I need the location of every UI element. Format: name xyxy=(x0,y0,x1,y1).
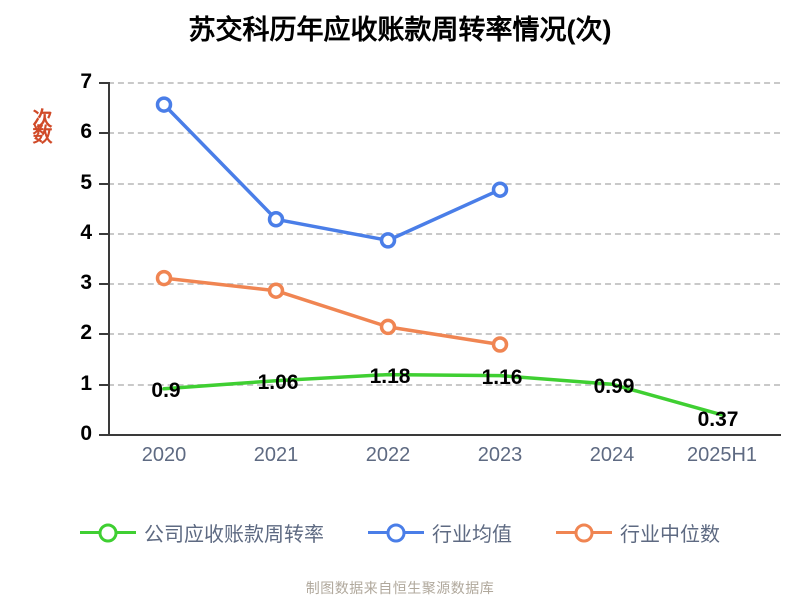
chart-footnote: 制图数据来自恒生聚源数据库 xyxy=(305,580,495,596)
x-tick-label-2025h1: 2025H1 xyxy=(686,444,758,466)
y-tick-mark xyxy=(99,132,108,135)
data-label-2024: 0.99 xyxy=(593,375,635,398)
legend-swatch-icon xyxy=(368,523,424,542)
chart-title: 苏交科历年应收账款周转率情况(次) xyxy=(188,15,612,45)
line-industry-average xyxy=(162,102,502,243)
x-tick-label-2024: 2024 xyxy=(589,444,635,466)
x-tick-label-2021: 2021 xyxy=(253,444,299,466)
legend-label: 行业均值 xyxy=(432,524,512,546)
y-axis-tick-labels: 7 6 5 4 3 2 1 0 xyxy=(30,0,92,600)
y-tick-mark xyxy=(99,182,108,185)
y-axis-line xyxy=(108,82,110,435)
x-axis-line xyxy=(108,434,781,436)
legend-marker-icon xyxy=(98,523,118,542)
legend-item-industry-average[interactable]: 行业均值 xyxy=(368,518,512,547)
y-tick-mark xyxy=(99,232,108,235)
data-point xyxy=(267,211,285,228)
legend-label: 行业中位数 xyxy=(620,524,720,546)
gridline xyxy=(108,232,780,235)
data-point xyxy=(155,269,173,287)
data-label-2025h1: 0.37 xyxy=(697,408,739,431)
data-point xyxy=(379,318,397,336)
y-tick-label: 5 xyxy=(80,170,92,194)
data-label-2020: 0.9 xyxy=(151,379,181,402)
gridline xyxy=(108,82,780,84)
y-tick-mark xyxy=(99,82,108,84)
data-point xyxy=(379,232,397,249)
y-tick-label: 0 xyxy=(80,422,92,445)
gridline xyxy=(108,383,780,386)
data-point xyxy=(491,336,509,353)
line-company-turnover xyxy=(162,372,726,418)
y-axis-title: 次数 xyxy=(29,108,51,140)
y-tick-label: 7 xyxy=(80,70,92,93)
line-industry-median xyxy=(162,276,502,347)
gridline xyxy=(108,132,780,135)
y-tick-mark xyxy=(99,333,108,336)
x-tick-label-2022: 2022 xyxy=(365,444,411,466)
gridline xyxy=(108,283,780,286)
series-lines xyxy=(155,96,726,418)
y-tick-mark xyxy=(99,434,108,436)
x-tick-label-2020: 2020 xyxy=(141,444,187,466)
data-label-2022: 1.18 xyxy=(369,365,411,388)
data-label-2023: 1.16 xyxy=(481,366,523,389)
y-tick-label: 3 xyxy=(80,271,92,295)
legend-marker-icon xyxy=(386,523,406,542)
data-point xyxy=(155,96,173,113)
x-tick-label-2023: 2023 xyxy=(477,444,523,466)
legend-item-company-turnover[interactable]: 公司应收账款周转率 xyxy=(80,518,324,547)
data-point xyxy=(267,282,285,299)
y-tick-label: 1 xyxy=(80,371,92,395)
plot-area xyxy=(108,82,780,434)
y-tick-label: 2 xyxy=(80,321,92,345)
legend-swatch-icon xyxy=(556,523,612,542)
y-tick-mark xyxy=(99,383,108,386)
data-label-2021: 1.06 xyxy=(257,371,299,394)
chart-legend: 公司应收账款周转率 行业均值 行业中位数 xyxy=(0,518,800,547)
y-tick-label: 4 xyxy=(80,220,92,244)
legend-label: 公司应收账款周转率 xyxy=(144,524,324,546)
data-point xyxy=(491,181,509,198)
legend-marker-icon xyxy=(574,523,594,542)
y-tick-label: 6 xyxy=(80,120,92,144)
y-tick-mark xyxy=(99,283,108,286)
legend-item-industry-median[interactable]: 行业中位数 xyxy=(556,518,720,547)
gridline xyxy=(108,182,780,185)
legend-swatch-icon xyxy=(80,523,136,542)
